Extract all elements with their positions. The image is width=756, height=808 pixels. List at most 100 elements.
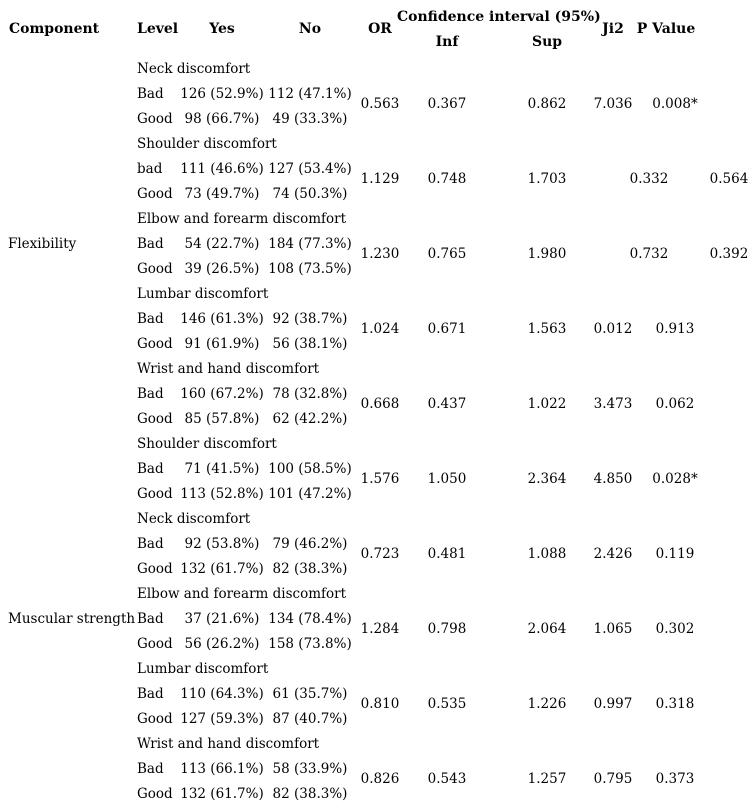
- table-section: Lumbar discomfort Bad 110 (64.3%) 61 (35…: [0, 657, 756, 732]
- section-title: Lumbar discomfort: [137, 661, 269, 677]
- no-count-cell: 62 (42.2%): [272, 411, 348, 427]
- section-title: Elbow and forearm discomfort: [137, 211, 347, 227]
- no-count-cell: 92 (38.7%): [272, 311, 348, 327]
- p-value-cell: 0.028*: [652, 471, 698, 487]
- yes-count-cell: 39 (26.5%): [184, 261, 260, 277]
- no-count-cell: 101 (47.2%): [268, 486, 352, 502]
- ji2-cell: 0.332: [629, 171, 669, 187]
- level-cell: Good: [137, 486, 173, 502]
- no-count-cell: 74 (50.3%): [272, 186, 348, 202]
- ci-sup-cell: 1.226: [527, 696, 567, 712]
- no-count-cell: 87 (40.7%): [272, 711, 348, 727]
- table-header: Component Level Yes No OR Confidence int…: [0, 0, 756, 57]
- no-count-cell: 61 (35.7%): [272, 686, 348, 702]
- level-cell: Bad: [137, 611, 164, 627]
- level-cell: Bad: [137, 461, 164, 477]
- ci-sup-cell: 2.364: [527, 471, 567, 487]
- ci-sup-cell: 1.257: [527, 771, 567, 787]
- p-value-cell: 0.318: [655, 696, 695, 712]
- level-cell: Bad: [137, 761, 164, 777]
- yes-count-cell: 37 (21.6%): [184, 611, 260, 627]
- header-confidence-interval: Confidence interval (95%): [397, 9, 601, 25]
- ci-sup-cell: 0.862: [527, 96, 567, 112]
- level-cell: Bad: [137, 86, 164, 102]
- yes-count-cell: 113 (52.8%): [180, 486, 264, 502]
- component-label-muscular-strength: Muscular strength: [8, 611, 136, 627]
- yes-count-cell: 73 (49.7%): [184, 186, 260, 202]
- ji2-cell: 0.997: [593, 696, 633, 712]
- no-count-cell: 108 (73.5%): [268, 261, 352, 277]
- header-or: OR: [368, 21, 392, 37]
- section-title: Shoulder discomfort: [137, 436, 277, 452]
- p-value-cell: 0.119: [655, 546, 695, 562]
- yes-count-cell: 132 (61.7%): [180, 786, 264, 802]
- yes-count-cell: 126 (52.9%): [180, 86, 264, 102]
- header-ji2: Ji2: [602, 21, 624, 37]
- level-cell: Good: [137, 411, 173, 427]
- p-value-cell: 0.913: [655, 321, 695, 337]
- ji2-cell: 0.795: [593, 771, 633, 787]
- ci-sup-cell: 1.980: [527, 246, 567, 262]
- or-cell: 1.024: [360, 321, 400, 337]
- section-title: Wrist and hand discomfort: [137, 361, 320, 377]
- table-section: Lumbar discomfort Bad 146 (61.3%) 92 (38…: [0, 282, 756, 357]
- ji2-cell: 1.065: [593, 621, 633, 637]
- yes-count-cell: 127 (59.3%): [180, 711, 264, 727]
- or-cell: 1.230: [360, 246, 400, 262]
- yes-count-cell: 71 (41.5%): [184, 461, 260, 477]
- yes-count-cell: 160 (67.2%): [180, 386, 264, 402]
- table-section: Wrist and hand discomfort Bad 160 (67.2%…: [0, 357, 756, 432]
- or-cell: 1.576: [360, 471, 400, 487]
- ci-inf-cell: 0.748: [427, 171, 467, 187]
- or-cell: 1.284: [360, 621, 400, 637]
- header-inf: Inf: [435, 34, 459, 50]
- no-count-cell: 127 (53.4%): [268, 161, 352, 177]
- p-value-cell: 0.062: [655, 396, 695, 412]
- section-title: Elbow and forearm discomfort: [137, 586, 347, 602]
- header-no: No: [298, 21, 322, 37]
- section-title: Wrist and hand discomfort: [137, 736, 320, 752]
- level-cell: Bad: [137, 536, 164, 552]
- no-count-cell: 112 (47.1%): [268, 86, 352, 102]
- ci-sup-cell: 2.064: [527, 621, 567, 637]
- ji2-cell: 3.473: [593, 396, 633, 412]
- level-cell: Good: [137, 111, 173, 127]
- ji2-cell: 4.850: [593, 471, 633, 487]
- ci-inf-cell: 1.050: [427, 471, 467, 487]
- no-count-cell: 100 (58.5%): [268, 461, 352, 477]
- ci-inf-cell: 0.671: [427, 321, 467, 337]
- table-section: Wrist and hand discomfort Bad 113 (66.1%…: [0, 732, 756, 807]
- yes-count-cell: 146 (61.3%): [180, 311, 264, 327]
- level-cell: Bad: [137, 686, 164, 702]
- yes-count-cell: 110 (64.3%): [180, 686, 264, 702]
- level-cell: Good: [137, 561, 173, 577]
- level-cell: Bad: [137, 311, 164, 327]
- section-title: Shoulder discomfort: [137, 136, 277, 152]
- section-title: Lumbar discomfort: [137, 286, 269, 302]
- no-count-cell: 82 (38.3%): [272, 561, 348, 577]
- yes-count-cell: 54 (22.7%): [184, 236, 260, 252]
- ji2-cell: 0.732: [629, 246, 669, 262]
- section-title: Neck discomfort: [137, 511, 251, 527]
- ci-inf-cell: 0.481: [427, 546, 467, 562]
- table-section: Shoulder discomfort Bad 71 (41.5%) 100 (…: [0, 432, 756, 507]
- or-cell: 0.826: [360, 771, 400, 787]
- p-value-cell: 0.302: [655, 621, 695, 637]
- no-count-cell: 134 (78.4%): [268, 611, 352, 627]
- table-body: Neck discomfort Bad 126 (52.9%) 112 (47.…: [0, 57, 756, 807]
- header-component: Component: [9, 21, 100, 37]
- component-label-flexibility: Flexibility: [8, 236, 77, 252]
- level-cell: Good: [137, 186, 173, 202]
- level-cell: Bad: [137, 386, 164, 402]
- no-count-cell: 78 (32.8%): [272, 386, 348, 402]
- ci-inf-cell: 0.543: [427, 771, 467, 787]
- or-cell: 1.129: [360, 171, 400, 187]
- ji2-cell: 0.012: [593, 321, 633, 337]
- p-value-cell: 0.373: [655, 771, 695, 787]
- p-value-cell: 0.564: [709, 171, 749, 187]
- no-count-cell: 56 (38.1%): [272, 336, 348, 352]
- level-cell: Good: [137, 336, 173, 352]
- table-section: Elbow and forearm discomfort Bad 54 (22.…: [0, 207, 756, 282]
- level-cell: bad: [137, 161, 163, 177]
